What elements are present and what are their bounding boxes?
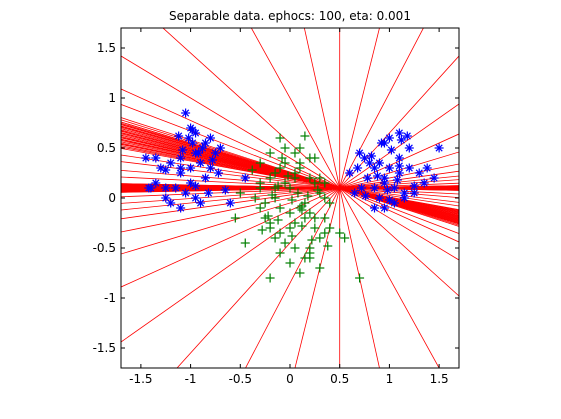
blue-asterisk-point: [141, 154, 150, 163]
x-tick-label: 1.5: [430, 372, 449, 386]
blue-asterisk-point: [151, 154, 160, 163]
blue-asterisk-point: [174, 132, 183, 141]
blue-asterisk-point: [395, 154, 404, 163]
blue-asterisk-point: [181, 189, 190, 198]
blue-asterisk-point: [178, 146, 187, 155]
blue-asterisk-point: [194, 149, 203, 158]
blue-asterisk-point: [395, 162, 404, 171]
blue-asterisk-point: [355, 149, 364, 158]
blue-asterisk-point: [383, 186, 392, 195]
blue-asterisk-point: [370, 204, 379, 213]
blue-asterisk-point: [214, 169, 223, 178]
blue-asterisk-point: [375, 159, 384, 168]
blue-asterisk-point: [357, 184, 366, 193]
x-tick-label: -0.5: [229, 372, 252, 386]
blue-asterisk-point: [226, 199, 235, 208]
blue-asterisk-point: [385, 164, 394, 173]
blue-asterisk-point: [166, 159, 175, 168]
blue-asterisk-point: [415, 169, 424, 178]
blue-asterisk-point: [186, 179, 195, 188]
blue-asterisk-point: [353, 164, 362, 173]
blue-asterisk-point: [191, 194, 200, 203]
y-tick-label: -1: [104, 291, 116, 305]
blue-asterisk-point: [403, 132, 412, 141]
blue-asterisk-point: [385, 196, 394, 205]
blue-asterisk-point: [206, 164, 215, 173]
x-tick-label: 0.5: [330, 372, 349, 386]
blue-asterisk-point: [186, 164, 195, 173]
y-tick-label: 0: [108, 191, 116, 205]
blue-asterisk-point: [375, 194, 384, 203]
blue-asterisk-point: [420, 179, 429, 188]
blue-asterisk-point: [196, 159, 205, 168]
y-axis-tick-labels: 1.5 1 0.5 0 -0.5 -1 -1.5: [93, 41, 116, 355]
x-tick-label: -1: [185, 372, 197, 386]
blue-asterisk-point: [367, 152, 376, 161]
blue-asterisk-point: [345, 169, 354, 178]
y-tick-label: 1: [108, 91, 116, 105]
blue-asterisk-point: [198, 144, 207, 153]
blue-asterisk-point: [377, 139, 386, 148]
blue-asterisk-point: [206, 134, 215, 143]
blue-asterisk-point: [423, 164, 432, 173]
blue-asterisk-point: [405, 164, 414, 173]
blue-asterisk-point: [188, 139, 197, 148]
blue-asterisk-point: [395, 129, 404, 138]
blue-asterisk-point: [216, 144, 225, 153]
blue-asterisk-point: [221, 186, 230, 195]
blue-asterisk-point: [184, 134, 193, 143]
blue-asterisk-point: [405, 144, 414, 153]
blue-asterisk-point: [400, 189, 409, 198]
blue-asterisk-point: [176, 204, 185, 213]
blue-asterisk-point: [208, 156, 217, 165]
y-tick-label: -1.5: [93, 341, 116, 355]
blue-asterisk-point: [176, 169, 185, 178]
blue-asterisk-point: [171, 184, 180, 193]
chart-title: Separable data. ephocs: 100, eta: 0.001: [169, 9, 411, 23]
blue-asterisk-point: [361, 192, 370, 201]
x-tick-label: -1.5: [129, 372, 152, 386]
y-tick-label: 1.5: [97, 41, 116, 55]
blue-asterisk-point: [373, 172, 382, 181]
blue-asterisk-point: [430, 174, 439, 183]
blue-asterisk-point: [350, 189, 359, 198]
blue-asterisk-point: [390, 184, 399, 193]
blue-asterisk-point: [393, 176, 402, 185]
blue-asterisk-point: [410, 182, 419, 191]
blue-asterisk-point: [387, 146, 396, 155]
blue-asterisk-point: [156, 164, 165, 173]
blue-asterisk-point: [435, 144, 444, 153]
blue-asterisk-point: [176, 154, 185, 163]
blue-asterisk-point: [370, 184, 379, 193]
blue-asterisk-point: [161, 184, 170, 193]
y-tick-label: -0.5: [93, 241, 116, 255]
x-axis-tick-labels: -1.5 -1 -0.5 0 0.5 1 1.5: [129, 372, 448, 386]
blue-asterisk-point: [380, 204, 389, 213]
blue-asterisk-point: [181, 109, 190, 118]
blue-asterisk-point: [204, 189, 213, 198]
x-tick-label: 1: [386, 372, 394, 386]
y-tick-label: 0.5: [97, 141, 116, 155]
blue-asterisk-point: [397, 136, 406, 145]
blue-asterisk-point: [166, 199, 175, 208]
blue-asterisk-point: [188, 126, 197, 135]
blue-asterisk-point: [363, 174, 372, 183]
blue-asterisk-point: [241, 174, 250, 183]
blue-asterisk-point: [146, 184, 155, 193]
x-tick-label: 0: [286, 372, 294, 386]
blue-asterisk-point: [201, 174, 210, 183]
